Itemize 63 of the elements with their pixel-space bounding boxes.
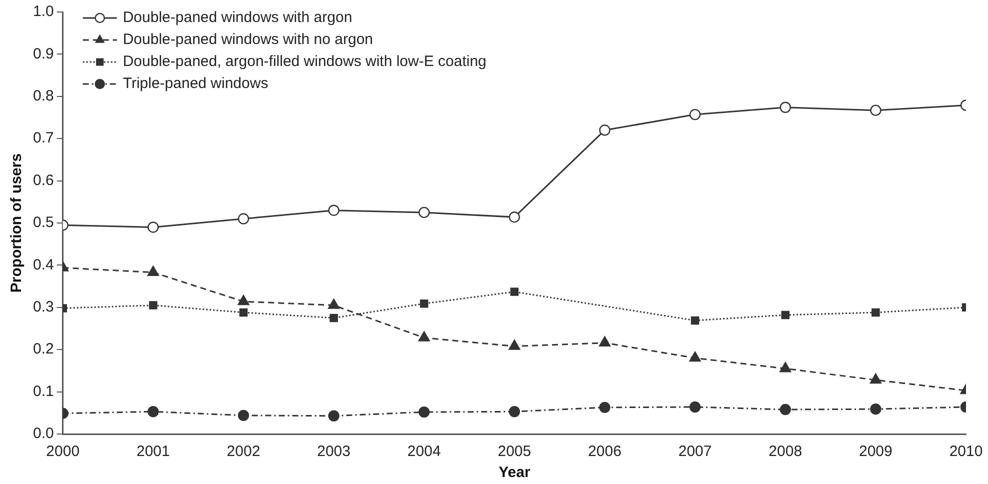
point (328, 204, 340, 216)
point (780, 362, 792, 372)
y-tick-label: 0.6 (32, 172, 54, 189)
point (689, 108, 701, 120)
y-tick-label: 0.4 (32, 256, 54, 274)
point (508, 406, 520, 418)
y-tick-label: 1.0 (32, 3, 54, 20)
x-tick-label: 2007 (678, 443, 712, 460)
point (418, 331, 430, 342)
y-tick-label: 0.5 (32, 214, 54, 232)
x-tick-label: 2010 (949, 443, 983, 460)
point (510, 288, 519, 296)
x-tick-label: 2000 (46, 443, 80, 460)
point (599, 124, 610, 136)
point (148, 406, 159, 418)
point (781, 310, 790, 320)
point (420, 299, 428, 308)
point (689, 401, 701, 413)
point (149, 301, 158, 310)
x-tick-label: 2001 (136, 443, 170, 460)
legend-label: Double-paned, argon-filled windows with low-E coating (122, 53, 486, 70)
legend-label: Double-paned windows with no argon (122, 31, 374, 48)
y-tick-label: 0.9 (32, 45, 54, 62)
point (328, 298, 340, 309)
point (238, 294, 250, 306)
point (872, 308, 880, 317)
x-tick-label: 2003 (317, 443, 350, 460)
point (238, 213, 250, 224)
legend-label: Double-paned windows with argon (122, 9, 352, 26)
x-tick-label: 2006 (588, 443, 622, 460)
y-tick-label: 0.0 (32, 425, 54, 442)
point (508, 340, 520, 350)
point (599, 402, 610, 414)
point (238, 410, 250, 422)
point (330, 314, 338, 322)
point (870, 373, 882, 384)
y-tick-label: 0.8 (32, 88, 54, 105)
x-tick-label: 2002 (226, 443, 260, 460)
point (690, 316, 700, 325)
point (780, 404, 791, 416)
x-tick-label: 2005 (498, 443, 532, 460)
point (148, 222, 159, 233)
x-tick-label: 2009 (859, 443, 892, 460)
y-tick-label: 0.3 (32, 298, 54, 316)
y-tick-label: 0.7 (32, 130, 54, 147)
y-tick-label: 0.2 (32, 340, 54, 358)
point (508, 211, 520, 223)
y-axis-title: Proportion of users (8, 153, 26, 293)
x-tick-label: 2004 (407, 443, 441, 460)
point (870, 104, 882, 116)
point (870, 404, 882, 415)
x-axis-title: Year (498, 464, 530, 482)
point (598, 336, 611, 346)
point (239, 308, 248, 317)
legend-label: Triple-paned windows (122, 75, 268, 92)
x-tick-label: 2008 (768, 443, 802, 460)
y-tick-label: 0.1 (32, 382, 54, 400)
point (328, 410, 340, 422)
point (418, 406, 430, 418)
point (780, 102, 791, 113)
point (147, 266, 159, 276)
point (689, 351, 701, 362)
point (418, 206, 430, 218)
